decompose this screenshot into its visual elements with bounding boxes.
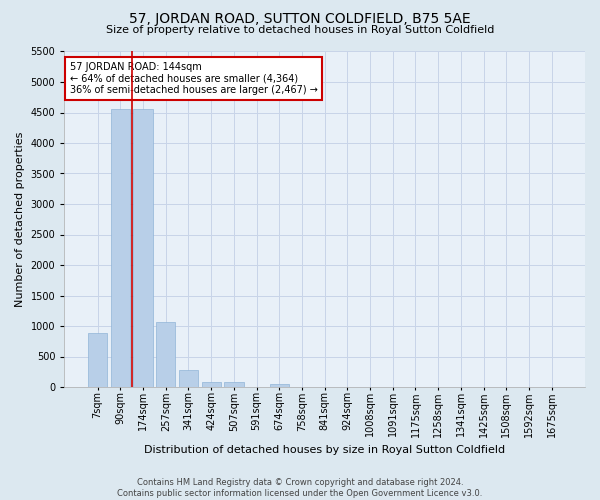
Text: 57, JORDAN ROAD, SUTTON COLDFIELD, B75 5AE: 57, JORDAN ROAD, SUTTON COLDFIELD, B75 5… (129, 12, 471, 26)
X-axis label: Distribution of detached houses by size in Royal Sutton Coldfield: Distribution of detached houses by size … (144, 445, 505, 455)
Bar (179, 370, 198, 387)
Text: 57 JORDAN ROAD: 144sqm
← 64% of detached houses are smaller (4,364)
36% of semi-: 57 JORDAN ROAD: 144sqm ← 64% of detached… (70, 62, 317, 95)
Bar (224, 382, 244, 387)
Bar (202, 382, 221, 387)
Bar (156, 322, 175, 387)
Bar (88, 334, 107, 387)
Bar (269, 384, 289, 387)
Text: Size of property relative to detached houses in Royal Sutton Coldfield: Size of property relative to detached ho… (106, 25, 494, 35)
Bar (111, 110, 130, 387)
Bar (133, 110, 153, 387)
Text: Contains HM Land Registry data © Crown copyright and database right 2024.
Contai: Contains HM Land Registry data © Crown c… (118, 478, 482, 498)
Y-axis label: Number of detached properties: Number of detached properties (15, 132, 25, 307)
